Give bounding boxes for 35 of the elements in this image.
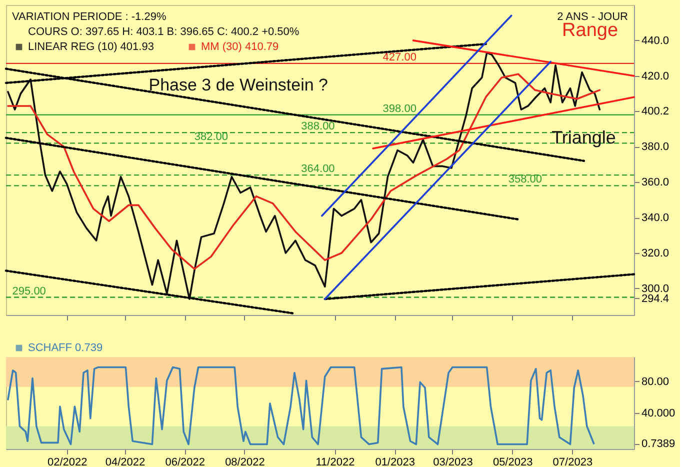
x-tick-label: 11/2022	[316, 456, 355, 467]
y-tick-label: 360.0	[642, 176, 670, 189]
ref-line-label: 295.00	[12, 285, 46, 298]
y-tick-label: 40.000	[642, 407, 676, 420]
y-tick-label: 420.0	[642, 70, 670, 82]
x-tick-label: 02/2022	[47, 456, 88, 467]
legend-label: LINEAR REG (10) 401.93	[28, 41, 154, 53]
x-tick-label: 05/2023	[492, 456, 533, 467]
y-tick-label: 440.0	[642, 34, 670, 47]
x-tick-label: 07/2023	[552, 456, 593, 467]
y-tick-label: 340.0	[642, 212, 670, 224]
ref-line-label: 427.00	[382, 51, 416, 64]
annotation: COURS O: 397.65 H: 403.1 B: 396.65 C: 400.2 +0.50%	[28, 26, 300, 38]
y-tick-label: 400.2	[642, 105, 670, 118]
x-tick-label: 08/2022	[225, 456, 265, 467]
y-tick-label: 80.00	[642, 376, 670, 388]
legend-label: MM (30) 410.79	[201, 41, 279, 53]
y-tick-label: 380.0	[642, 141, 670, 154]
annotation: Triangle	[552, 127, 616, 148]
y-tick-label: 300.0	[642, 282, 670, 295]
y-tick-label: 294.4	[642, 292, 670, 305]
x-tick-label: 03/2023	[433, 456, 473, 467]
y-tick-label: 0.7389	[642, 438, 676, 450]
ref-line-label: 358.00	[508, 174, 542, 186]
x-tick-label: 04/2022	[105, 456, 146, 467]
text: VARIATION PERIODE : -1.29%	[12, 11, 166, 23]
y-tick-label: 320.0	[642, 248, 670, 260]
ref-line-label: 388.00	[301, 120, 335, 133]
ref-line-label: 398.00	[382, 102, 416, 115]
ref-line-label: 364.00	[301, 163, 335, 176]
line-series	[7, 366, 595, 446]
x-tick-label: 06/2022	[165, 456, 205, 467]
x-tick-label: 01/2023	[375, 456, 415, 467]
legend-label: SCHAFF 0.739	[28, 342, 103, 354]
annotation: Phase 3 de Weinstein ?	[148, 76, 328, 95]
